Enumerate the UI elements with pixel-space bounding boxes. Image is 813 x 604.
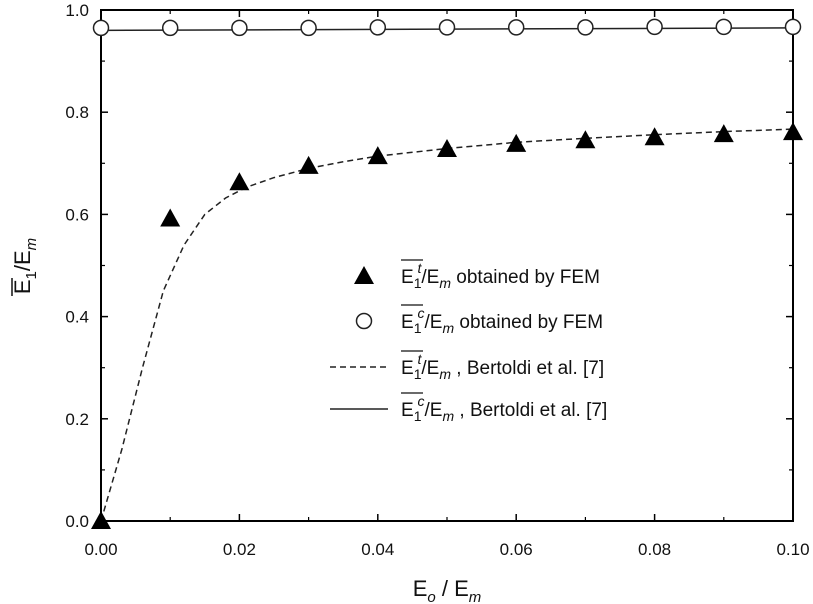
x-tick-label: 0.00 bbox=[84, 540, 117, 559]
y-tick-label: 1.0 bbox=[65, 1, 89, 20]
triangle-point bbox=[506, 133, 527, 152]
x-tick-label: 0.06 bbox=[500, 540, 533, 559]
x-tick-label: 0.04 bbox=[361, 540, 394, 559]
legend-label-main: E bbox=[401, 358, 414, 379]
triangle-point bbox=[298, 155, 319, 174]
legend-label-sub2: m bbox=[442, 408, 454, 424]
dashed-series-line bbox=[100, 128, 794, 522]
triangle-point bbox=[229, 172, 250, 191]
x-axis-title-sub1: o bbox=[427, 589, 435, 604]
legend-label: E1t/Em , Bertoldi et al. [7] bbox=[401, 351, 604, 382]
x-axis-title-mid: / E bbox=[436, 576, 469, 601]
legend-label-sup: t bbox=[417, 260, 422, 276]
y-axis-title-mid: /E bbox=[10, 250, 35, 271]
legend-circle-marker bbox=[355, 312, 373, 330]
circle-point bbox=[231, 19, 248, 37]
series-markers bbox=[91, 18, 803, 529]
legend-label-sup: t bbox=[417, 351, 422, 367]
legend-label-main: E bbox=[401, 400, 414, 421]
x-tick-label: 0.10 bbox=[776, 540, 809, 559]
circle-point bbox=[438, 19, 456, 36]
circle-point bbox=[300, 19, 317, 37]
triangle-point bbox=[437, 138, 457, 157]
legend-label-sub1: 1 bbox=[414, 275, 422, 291]
legend-label-main: E bbox=[401, 267, 414, 288]
y-tick-labels: 0.0 0.2 0.4 0.6 0.8 1.0 bbox=[65, 1, 89, 531]
legend-label-sup: c bbox=[417, 393, 424, 409]
legend-label-sub2: m bbox=[439, 275, 451, 291]
legend-label-sub2: m bbox=[439, 366, 451, 382]
legend-label-sub1: 1 bbox=[414, 366, 422, 382]
legend-label-sub1: 1 bbox=[414, 408, 422, 424]
y-tick-label: 0.2 bbox=[65, 410, 89, 429]
x-axis-title-main: E bbox=[413, 576, 428, 601]
legend-label-sub1: 1 bbox=[414, 320, 422, 336]
triangle-point bbox=[783, 122, 803, 141]
legend-label-mid: /E bbox=[421, 267, 439, 288]
plot-frame bbox=[100, 9, 794, 522]
legend-label: E1c/Em obtained by FEM bbox=[401, 305, 603, 336]
y-axis-title-main: E bbox=[10, 279, 35, 294]
triangle-point bbox=[575, 130, 596, 149]
circle-point bbox=[715, 18, 733, 36]
legend-label: E1c/Em , Bertoldi et al. [7] bbox=[401, 393, 607, 424]
y-tick-label: 0.6 bbox=[65, 205, 89, 224]
circle-point bbox=[646, 18, 663, 36]
legend-label-mid: /E bbox=[421, 358, 439, 379]
legend-label-sub2: m bbox=[442, 320, 454, 336]
y-tick-label: 0.0 bbox=[65, 512, 89, 531]
x-tick-label: 0.08 bbox=[638, 540, 671, 559]
x-axis-title: Eo / Em bbox=[413, 576, 482, 604]
circle-point bbox=[369, 19, 387, 36]
legend-triangle-marker bbox=[354, 266, 374, 284]
x-axis-title-sub2: m bbox=[469, 589, 482, 604]
x-tick-labels: 0.00 0.02 0.04 0.06 0.08 0.10 bbox=[84, 540, 809, 559]
legend-label-tail: , Bertoldi et al. [7] bbox=[451, 358, 604, 379]
circle-point bbox=[92, 19, 110, 37]
triangle-point bbox=[91, 511, 111, 529]
circle-point bbox=[784, 18, 802, 36]
legend-label-mid: /E bbox=[424, 400, 442, 421]
svg-text:E1/Em: E1/Em bbox=[10, 238, 40, 294]
y-tick-label: 0.4 bbox=[65, 308, 89, 327]
legend-label: E1t/Em obtained by FEM bbox=[401, 260, 600, 291]
y-axis-title: E1/Em bbox=[10, 238, 40, 296]
circle-point bbox=[577, 19, 594, 36]
triangle-point bbox=[367, 146, 388, 165]
circle-point bbox=[161, 19, 179, 37]
legend-label-tail: , Bertoldi et al. [7] bbox=[454, 400, 607, 421]
legend-label-tail: obtained by FEM bbox=[454, 312, 603, 333]
x-tick-label: 0.02 bbox=[223, 540, 256, 559]
y-axis-title-sub2: m bbox=[23, 238, 40, 251]
triangle-point bbox=[644, 127, 665, 146]
legend-label-mid: /E bbox=[424, 312, 442, 333]
circle-point bbox=[507, 19, 525, 36]
legend-label-sup: c bbox=[417, 305, 424, 321]
y-axis-title-sub1: 1 bbox=[23, 271, 40, 279]
axis-ticks bbox=[100, 9, 794, 522]
legend-label-tail: obtained by FEM bbox=[451, 267, 600, 288]
triangle-point bbox=[160, 208, 181, 227]
legend-label-main: E bbox=[401, 312, 414, 333]
y-tick-label: 0.8 bbox=[65, 103, 89, 122]
triangle-point bbox=[713, 124, 734, 143]
